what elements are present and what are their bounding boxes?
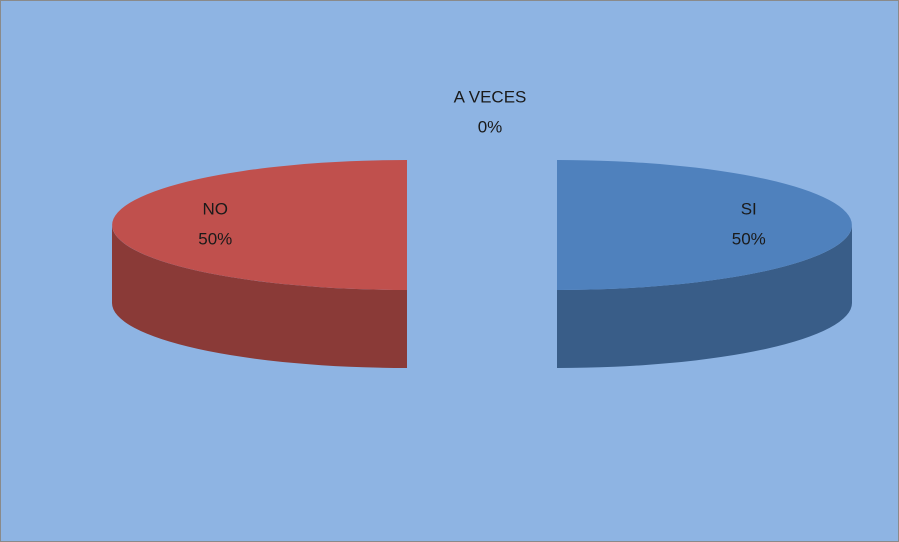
slice-top <box>557 160 852 290</box>
data-label-value: 50% <box>198 229 232 248</box>
pie-slice <box>557 160 852 368</box>
data-label-name: A VECES <box>454 87 527 106</box>
data-label-value: 0% <box>478 117 503 136</box>
data-label-name: NO <box>203 199 229 218</box>
data-label-name: SI <box>741 199 757 218</box>
slice-side <box>112 225 407 368</box>
pie-slice <box>112 160 407 368</box>
data-label-value: 50% <box>732 229 766 248</box>
slice-top <box>112 160 407 290</box>
slice-side <box>557 225 852 368</box>
